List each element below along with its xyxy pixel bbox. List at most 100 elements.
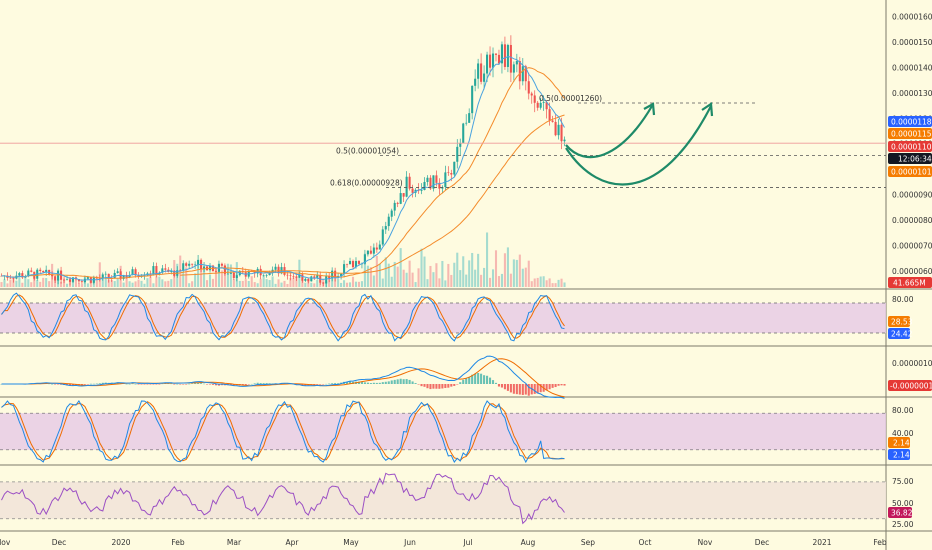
candle-body — [340, 273, 343, 276]
macd-histogram-bar — [211, 384, 215, 385]
macd-histogram-bar — [453, 384, 456, 386]
badge-ma-fast-text: 0.00001188 — [891, 118, 932, 127]
macd-histogram-bar — [334, 383, 337, 384]
macd-histogram-bar — [557, 384, 560, 386]
macd-histogram-bar — [405, 379, 408, 384]
fib-level-c[interactable]: 0.618(0.00000928) — [330, 178, 886, 188]
macd-histogram-bar — [533, 384, 536, 394]
macd-histogram-bar — [462, 379, 465, 384]
macd-panel[interactable]: 0.00000100 — [0, 355, 932, 399]
macd-histogram-bar — [396, 379, 399, 384]
volume-bar — [152, 283, 155, 287]
macd-line — [1, 355, 565, 399]
macd-histogram-bar — [497, 384, 501, 387]
badge-ma-long — [888, 166, 932, 177]
volume-bar — [241, 280, 244, 287]
candle-body — [158, 272, 161, 275]
volume-bar — [307, 281, 310, 287]
candle-body — [420, 190, 423, 191]
candle-body — [155, 266, 158, 275]
candle-body — [101, 274, 104, 279]
candle-body — [503, 44, 506, 67]
volume-bar — [9, 279, 12, 287]
candle-body — [322, 282, 325, 284]
candle-body — [468, 113, 471, 123]
macd-histogram-bar — [435, 384, 438, 389]
volume-bar — [456, 252, 459, 287]
candle-body — [450, 172, 453, 175]
candle-body — [229, 272, 232, 274]
macd-histogram-bar — [217, 384, 220, 386]
price-panel[interactable]: 0.5(0.00001260) 0.5(0.00001054) 0.618(0.… — [0, 13, 932, 288]
candle-body — [71, 277, 75, 282]
candle-body — [203, 266, 206, 270]
volume-bar — [122, 282, 125, 287]
macd-histogram-bar — [71, 384, 75, 386]
rsi-tick-50: 50.00 — [892, 499, 914, 508]
badge-ma-slow-text: 0.00001157 — [891, 130, 932, 139]
candle-body — [265, 275, 268, 276]
time-tick-label: Apr — [286, 538, 300, 547]
macd-histogram-bar — [131, 383, 134, 385]
macd-histogram-bar — [98, 383, 101, 384]
macd-histogram-bar — [101, 382, 104, 384]
macd-histogram-bar — [417, 384, 420, 385]
volume-bar — [200, 269, 203, 287]
stoch-rsi-panel[interactable]: 80.00 — [0, 292, 914, 342]
volume-bar — [104, 278, 107, 287]
volume-bar — [113, 281, 116, 287]
volume-bar — [268, 280, 271, 287]
macd-histogram-bar — [191, 383, 194, 385]
time-tick-label: Sep — [581, 538, 595, 547]
rsi-panel[interactable]: 75.00 50.00 25.00 — [0, 472, 914, 529]
candle-body — [453, 161, 456, 175]
macd-histogram-bar — [515, 384, 518, 395]
candle-body — [539, 102, 542, 108]
projection-arrows[interactable] — [565, 102, 714, 186]
volume-bar — [197, 265, 200, 287]
volume-bar — [301, 280, 304, 287]
volume-bar — [545, 280, 548, 287]
volume-bar — [444, 280, 447, 287]
candle-body — [45, 269, 48, 273]
macd-histogram-bar — [477, 372, 480, 384]
candle-body — [551, 120, 554, 122]
volume-bar — [205, 280, 209, 287]
badge-rsi — [888, 507, 912, 518]
volume-bar — [71, 280, 75, 287]
fib-level-a[interactable]: 0.5(0.00001260) — [539, 94, 758, 104]
badge-srsi-k — [888, 316, 910, 327]
stoch-rsi-d-line — [1, 294, 565, 340]
volume-bar — [158, 276, 161, 287]
candle-body — [194, 264, 197, 266]
volume-bar — [137, 279, 140, 287]
projection-arrow-short — [565, 105, 653, 159]
stoch-panel[interactable]: 80.00 40.00 — [0, 400, 914, 464]
candle-body — [530, 93, 533, 96]
macd-histogram-bar — [116, 382, 119, 384]
volume-bar — [450, 274, 453, 287]
volume-bar — [280, 282, 283, 287]
candle-body — [262, 275, 265, 276]
volume-bar — [435, 263, 438, 287]
macd-histogram-bar — [143, 384, 146, 385]
ma-slow-line — [1, 67, 565, 280]
volume-bar — [527, 260, 530, 287]
candle-body — [527, 81, 530, 94]
candle-body — [274, 266, 277, 270]
macd-histogram-bar — [545, 384, 548, 391]
macd-histogram-bar — [527, 384, 530, 396]
candle-body — [462, 123, 465, 143]
badge-countdown-text: 12:06:34 — [898, 155, 932, 164]
time-axis-ticks[interactable]: Nov Dec 2020 Feb Mar Apr May Jun Jul Aug Sep Oct Nov… — [0, 538, 887, 547]
time-tick-label: 2021 — [812, 538, 831, 547]
fib-level-b[interactable]: 0.5(0.00001054) — [336, 146, 886, 156]
candle-body — [54, 276, 57, 281]
volume-bar — [3, 279, 6, 287]
candle-body — [396, 202, 399, 204]
